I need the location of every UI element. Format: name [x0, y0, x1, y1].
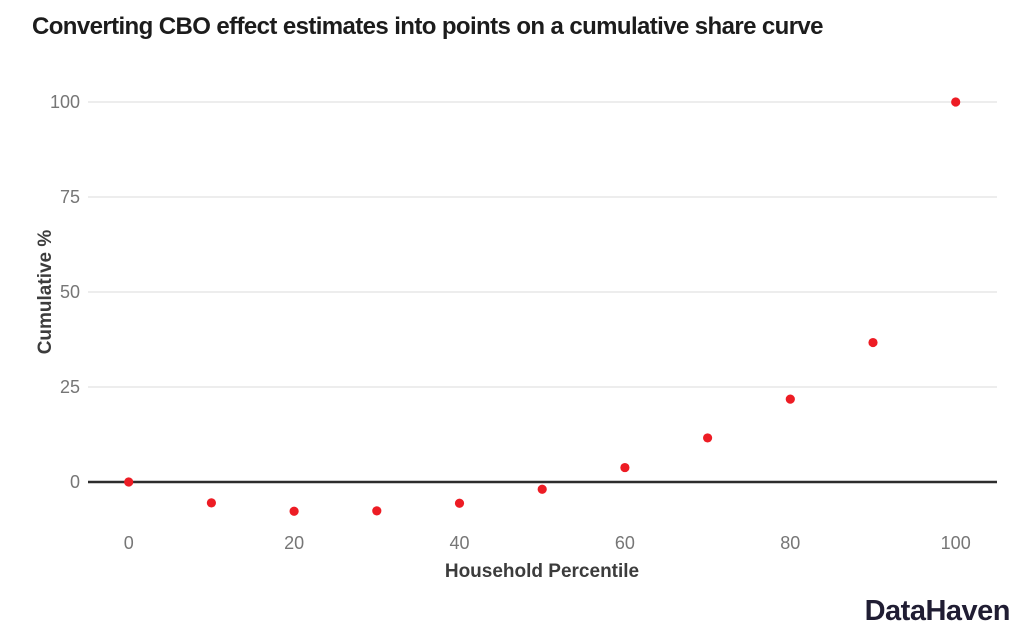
- x-tick-label: 60: [615, 533, 635, 553]
- x-tick-label: 40: [449, 533, 469, 553]
- data-point: [372, 506, 382, 516]
- data-point: [289, 506, 299, 516]
- data-point: [454, 498, 465, 508]
- x-tick-label: 100: [941, 533, 971, 553]
- x-axis-title: Household Percentile: [444, 561, 640, 582]
- data-point: [620, 462, 630, 473]
- y-tick-label: 0: [70, 472, 80, 492]
- y-tick-label: 50: [60, 282, 80, 302]
- branding-logo-text: DataHaven: [864, 595, 1011, 627]
- x-tick-label: 0: [124, 533, 134, 553]
- x-tick-label: 80: [780, 533, 800, 553]
- data-point: [206, 498, 216, 508]
- y-tick-label: 25: [60, 377, 80, 397]
- data-point: [951, 97, 961, 107]
- y-tick-label: 75: [60, 187, 80, 207]
- data-point: [537, 484, 547, 494]
- data-point: [868, 337, 878, 348]
- y-tick-label: 100: [50, 92, 80, 112]
- data-point: [124, 477, 134, 487]
- chart-title: Converting CBO effect estimates into poi…: [32, 13, 824, 40]
- y-axis-title: Cumulative %: [35, 229, 56, 355]
- data-point: [785, 394, 795, 404]
- data-point: [703, 433, 713, 443]
- x-tick-label: 20: [284, 533, 304, 553]
